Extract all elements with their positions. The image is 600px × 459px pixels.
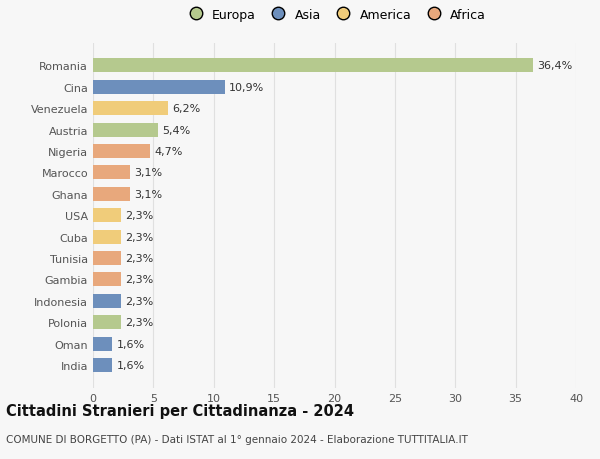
Text: 2,3%: 2,3% [125,296,153,306]
Bar [93,81,224,95]
Legend: Europa, Asia, America, Africa: Europa, Asia, America, Africa [183,9,486,22]
Bar [93,145,150,159]
Text: 1,6%: 1,6% [116,360,145,370]
Text: COMUNE DI BORGETTO (PA) - Dati ISTAT al 1° gennaio 2024 - Elaborazione TUTTITALI: COMUNE DI BORGETTO (PA) - Dati ISTAT al … [6,434,468,443]
Bar [93,316,121,330]
Bar [93,337,112,351]
Text: 3,1%: 3,1% [134,168,163,178]
Text: 10,9%: 10,9% [229,83,264,93]
Bar [93,59,533,73]
Text: 5,4%: 5,4% [163,125,191,135]
Bar [93,358,112,372]
Text: 3,1%: 3,1% [134,190,163,199]
Bar [93,123,158,137]
Text: Cittadini Stranieri per Cittadinanza - 2024: Cittadini Stranieri per Cittadinanza - 2… [6,403,354,419]
Text: 1,6%: 1,6% [116,339,145,349]
Text: 2,3%: 2,3% [125,211,153,221]
Bar [93,209,121,223]
Text: 2,3%: 2,3% [125,232,153,242]
Text: 2,3%: 2,3% [125,275,153,285]
Bar [93,230,121,244]
Bar [93,166,130,180]
Text: 36,4%: 36,4% [537,61,572,71]
Bar [93,294,121,308]
Text: 4,7%: 4,7% [154,147,182,157]
Text: 2,3%: 2,3% [125,253,153,263]
Text: 6,2%: 6,2% [172,104,200,114]
Bar [93,187,130,202]
Text: 2,3%: 2,3% [125,318,153,328]
Bar [93,252,121,265]
Bar [93,102,168,116]
Bar [93,273,121,287]
